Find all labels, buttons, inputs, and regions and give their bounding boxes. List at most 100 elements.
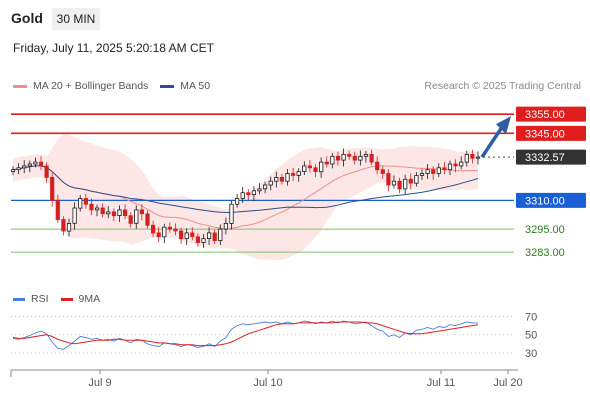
rsi-tick-label: 30 bbox=[525, 348, 537, 360]
candle-body bbox=[475, 156, 481, 159]
candle-body bbox=[33, 161, 38, 165]
ma20-swatch bbox=[13, 84, 27, 88]
candle-body bbox=[425, 169, 430, 174]
legend-rsi-ma-label: 9MA bbox=[78, 293, 101, 305]
candle-body bbox=[117, 209, 122, 216]
candle-body bbox=[78, 198, 83, 209]
candle-body bbox=[240, 192, 245, 199]
candle-body bbox=[128, 215, 133, 224]
candle-body bbox=[375, 161, 380, 171]
level-tag-resistance: 3355.00 bbox=[525, 109, 565, 121]
candle-body bbox=[10, 169, 16, 172]
candle-body bbox=[22, 165, 27, 169]
candle-body bbox=[16, 167, 21, 171]
candle-body bbox=[83, 198, 88, 205]
candle-body bbox=[66, 222, 72, 232]
candle-body bbox=[363, 153, 369, 157]
candle-body bbox=[313, 167, 318, 173]
legend-ma50: MA 50 bbox=[160, 80, 210, 92]
candle-body bbox=[89, 203, 94, 211]
candle-body bbox=[95, 207, 100, 211]
forecast-arrow-head bbox=[496, 116, 511, 135]
candle-body bbox=[408, 178, 413, 184]
level-tag-resistance: 3345.00 bbox=[525, 128, 565, 140]
datetime-label: Friday, July 11, 2025 5:20:18 AM CET bbox=[13, 41, 214, 55]
level-tag-support: 3283.00 bbox=[525, 247, 565, 259]
candle-body bbox=[319, 161, 324, 173]
candle-body bbox=[442, 167, 447, 171]
candle-body bbox=[150, 224, 156, 234]
candle-body bbox=[134, 209, 139, 224]
candle-body bbox=[369, 153, 374, 163]
rsi-legend: RSI 9MA bbox=[13, 293, 112, 305]
x-tick-label: Jul 10 bbox=[253, 377, 282, 389]
candle-body bbox=[290, 173, 296, 176]
x-tick-label: Jul 11 bbox=[427, 377, 456, 389]
candle-body bbox=[190, 232, 195, 238]
candle-body bbox=[123, 209, 128, 216]
level-tag-last: 3332.57 bbox=[525, 152, 565, 164]
candle-body bbox=[397, 180, 402, 190]
candle-body bbox=[431, 169, 436, 174]
candle-body bbox=[274, 176, 279, 182]
candle-body bbox=[453, 163, 458, 167]
candle-body bbox=[341, 153, 346, 161]
level-tag-bg-0 bbox=[516, 106, 586, 122]
candle-body bbox=[296, 171, 301, 176]
candle-body bbox=[302, 165, 307, 172]
candle-body bbox=[139, 209, 144, 215]
timeframe-button[interactable]: 30 MIN bbox=[52, 8, 100, 30]
candle-body bbox=[212, 232, 217, 241]
candle-body bbox=[38, 161, 44, 167]
candle-body bbox=[279, 176, 285, 182]
candle-body bbox=[100, 207, 105, 215]
rsi-line bbox=[12, 320, 478, 350]
candle-body bbox=[234, 198, 240, 205]
candle-body bbox=[447, 163, 453, 171]
forecast-arrow-shaft bbox=[480, 126, 504, 159]
candle-body bbox=[470, 153, 475, 159]
candle-body bbox=[414, 175, 419, 184]
instrument-title: Gold bbox=[11, 10, 43, 26]
candle-body bbox=[111, 211, 116, 217]
candle-body bbox=[246, 192, 251, 195]
ma50-line bbox=[12, 165, 479, 214]
legend-ma50-label: MA 50 bbox=[180, 80, 211, 92]
candle-body bbox=[55, 199, 60, 220]
candle-body bbox=[464, 153, 469, 163]
rsi-ma-line bbox=[12, 321, 479, 347]
bollinger-band bbox=[13, 134, 478, 260]
level-tag-pivot: 3310.00 bbox=[525, 195, 565, 207]
candle-body bbox=[335, 155, 341, 161]
candle-body bbox=[206, 232, 212, 239]
candle-body bbox=[352, 155, 357, 161]
legend-rsi-ma: 9MA bbox=[60, 293, 101, 305]
candle-body bbox=[419, 173, 425, 176]
candle-body bbox=[106, 211, 111, 215]
price-legend: MA 20 + Bollinger Bands MA 50 bbox=[13, 80, 222, 92]
candle-body bbox=[285, 173, 290, 182]
candle-body bbox=[173, 228, 178, 232]
legend-rsi: RSI bbox=[13, 293, 49, 305]
candle-body bbox=[218, 228, 223, 242]
rsi-tick-label: 50 bbox=[525, 330, 537, 342]
candle-body bbox=[459, 161, 464, 167]
candle-body bbox=[391, 180, 397, 186]
x-tick-label: Jul 20 bbox=[493, 377, 522, 389]
candle-body bbox=[358, 155, 363, 161]
chart-header: Gold 30 MIN bbox=[0, 0, 590, 38]
candle-body bbox=[27, 163, 32, 167]
rsi-ma-swatch bbox=[60, 297, 73, 301]
legend-ma20: MA 20 + Bollinger Bands bbox=[13, 80, 148, 92]
candle-body bbox=[223, 222, 228, 230]
candle-body bbox=[268, 180, 273, 186]
candle-body bbox=[307, 165, 313, 169]
legend-rsi-label: RSI bbox=[31, 293, 49, 305]
candle-body bbox=[436, 167, 441, 174]
candle-body bbox=[251, 190, 256, 196]
research-credit: Research © 2025 Trading Central bbox=[424, 80, 581, 92]
candle-body bbox=[145, 213, 150, 226]
candle-body bbox=[162, 226, 167, 238]
candle-body bbox=[347, 153, 352, 157]
